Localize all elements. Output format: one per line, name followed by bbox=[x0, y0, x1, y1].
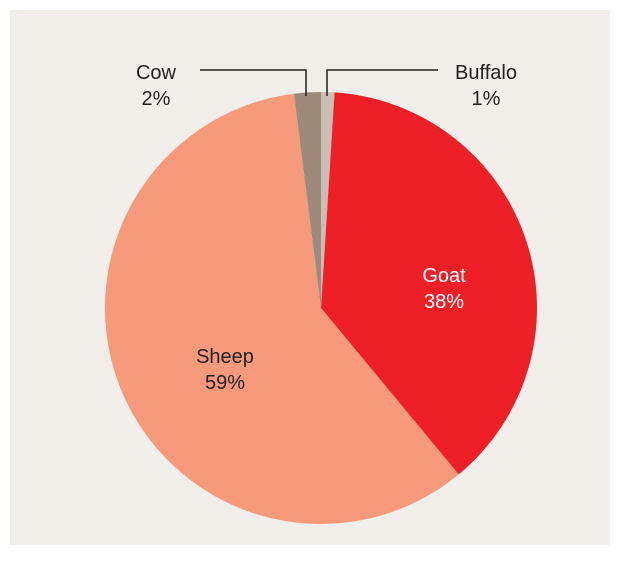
slice-name-cow: Cow bbox=[136, 62, 177, 84]
slice-value-cow: 2% bbox=[142, 88, 171, 110]
slice-cow bbox=[293, 92, 321, 308]
slice-value-goat: 38% bbox=[424, 291, 464, 313]
slice-label-goat: Goat 38% bbox=[422, 265, 466, 313]
slice-value-sheep: 59% bbox=[205, 372, 245, 394]
slice-name-goat: Goat bbox=[422, 265, 466, 287]
slice-label-buffalo: Buffalo 1% bbox=[455, 62, 517, 110]
slice-name-buffalo: Buffalo bbox=[455, 62, 517, 84]
slice-value-buffalo: 1% bbox=[472, 88, 501, 110]
leader-line-cow bbox=[200, 69, 307, 96]
leader-line-buffalo bbox=[326, 69, 438, 96]
slice-buffalo bbox=[321, 92, 335, 308]
slice-name-sheep: Sheep bbox=[196, 346, 254, 368]
slice-sheep bbox=[104, 93, 459, 525]
slice-label-sheep: Sheep 59% bbox=[196, 346, 254, 394]
slice-goat bbox=[321, 92, 537, 475]
slice-label-cow: Cow 2% bbox=[136, 62, 177, 110]
